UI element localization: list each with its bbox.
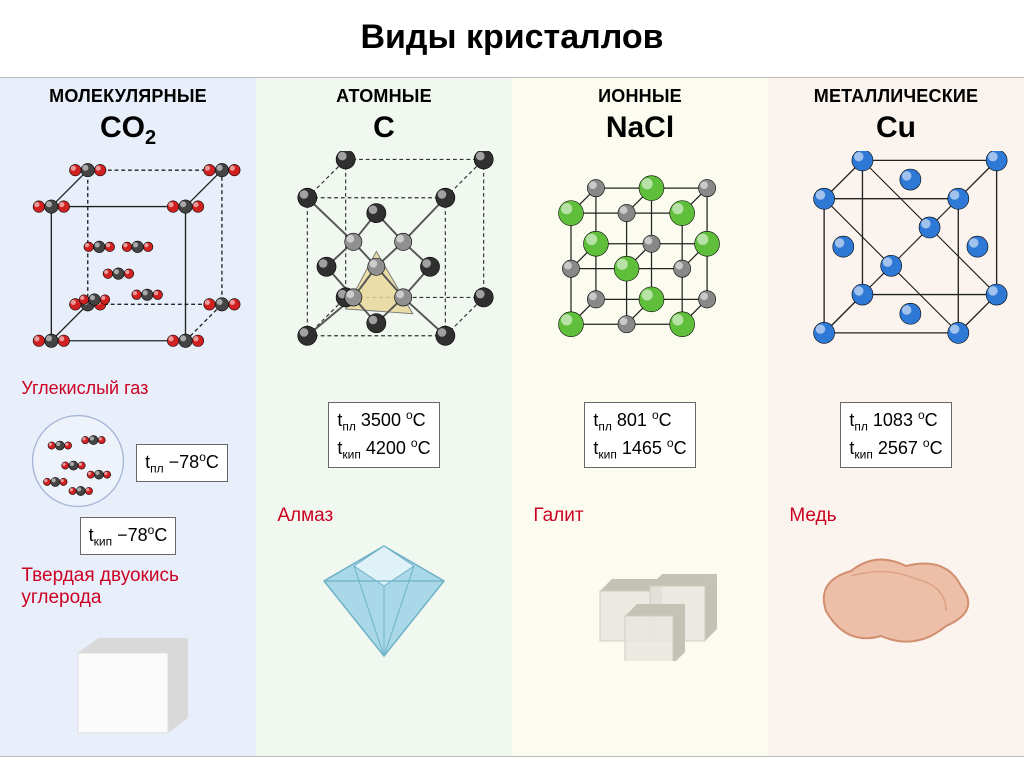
gas-state-label: Углекислый газ bbox=[21, 378, 234, 399]
column-header: МОЛЕКУЛЯРНЫЕ bbox=[49, 86, 207, 107]
crystal-type-column: АТОМНЫЕ Ctпл 3500 oCtкип 4200 oC Алмаз bbox=[256, 78, 512, 756]
example-substance-illustration bbox=[516, 531, 764, 661]
chemical-formula: Cu bbox=[876, 111, 916, 145]
melting-boiling-temps: tпл 1083 oCtкип 2567 oC bbox=[840, 402, 951, 468]
gas-molecules-icon bbox=[28, 411, 128, 516]
sample-and-temps-row: tпл 3500 oCtкип 4200 oC bbox=[260, 375, 508, 495]
melting-boiling-temps: tпл 3500 oCtкип 4200 oC bbox=[328, 402, 439, 468]
column-header: АТОМНЫЕ bbox=[336, 86, 432, 107]
crystal-lattice-diagram bbox=[269, 151, 499, 371]
column-header: ИОННЫЕ bbox=[598, 86, 682, 107]
page-title: Виды кристаллов bbox=[0, 0, 1024, 77]
crystal-lattice-diagram bbox=[13, 156, 243, 376]
chemical-formula: C bbox=[373, 111, 395, 145]
crystal-lattice-diagram bbox=[781, 151, 1011, 371]
example-substance-name: Алмаз bbox=[277, 505, 490, 527]
example-substance-illustration bbox=[4, 613, 252, 743]
column-header: МЕТАЛЛИЧЕСКИЕ bbox=[814, 86, 978, 107]
crystal-type-column: ИОННЫЕ NaCl tпл 801 oCtкип 1465 oC Галит bbox=[512, 78, 768, 756]
sample-and-temps-row: tпл 801 oCtкип 1465 oC bbox=[516, 375, 764, 495]
melting-boiling-temps: tпл 801 oCtкип 1465 oC bbox=[584, 402, 695, 468]
example-substance-name: Медь bbox=[789, 505, 1002, 527]
example-substance-name: Галит bbox=[533, 505, 746, 527]
melting-boiling-temps: tпл −78oC bbox=[136, 444, 228, 482]
sample-and-temps-row: tпл −78oC bbox=[4, 403, 252, 523]
chemical-formula: CO2 bbox=[100, 111, 156, 150]
example-substance-name: Твердая двуокись углерода bbox=[21, 565, 234, 609]
crystal-type-column: МОЛЕКУЛЯРНЫЕ CO2 Углекислый газ tпл −78oC tк… bbox=[0, 78, 256, 756]
crystal-type-column: МЕТАЛЛИЧЕСКИЕ Cu tпл 1083 oCtкип 2567 oC Ме… bbox=[768, 78, 1024, 756]
example-substance-illustration bbox=[260, 531, 508, 661]
sample-and-temps-row: tпл 1083 oCtкип 2567 oC bbox=[772, 375, 1020, 495]
boiling-temp: tкип −78oC bbox=[80, 517, 177, 555]
example-substance-illustration bbox=[772, 531, 1020, 661]
crystal-lattice-diagram bbox=[525, 151, 755, 371]
chemical-formula: NaCl bbox=[606, 111, 674, 145]
crystal-types-grid: МОЛЕКУЛЯРНЫЕ CO2 Углекислый газ tпл −78oC tк… bbox=[0, 77, 1024, 757]
